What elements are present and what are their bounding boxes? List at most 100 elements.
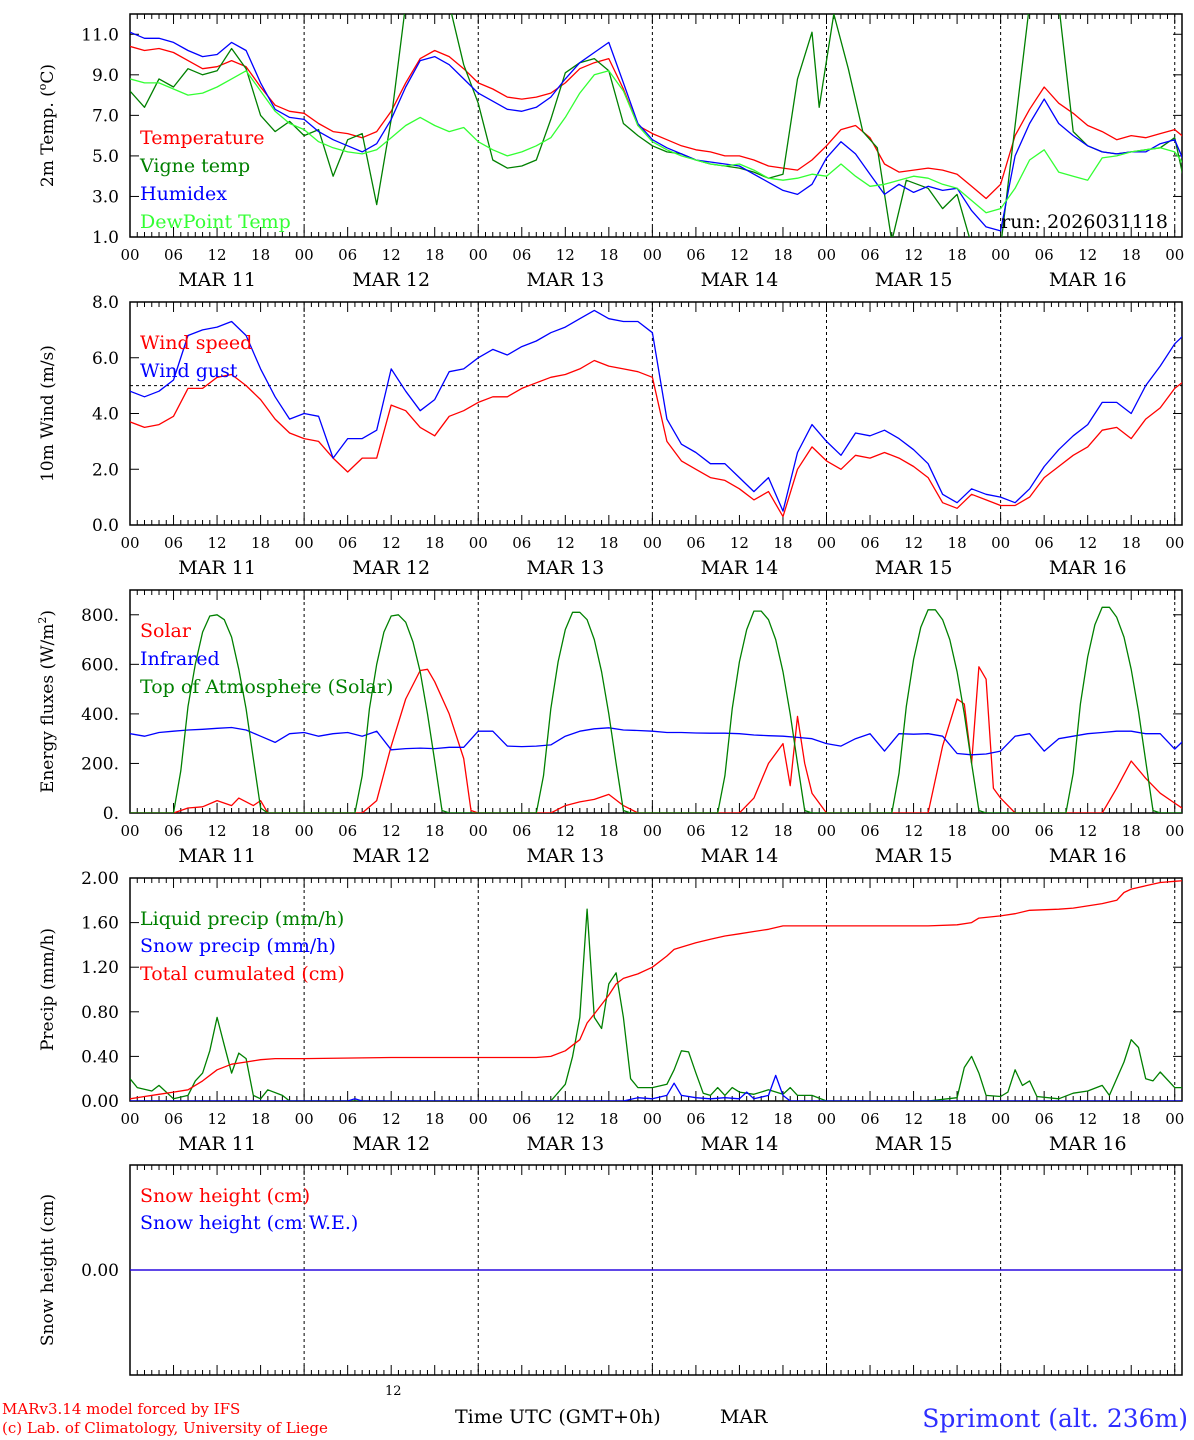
- hour-tick-label: 18: [773, 534, 792, 552]
- hour-tick-label: 00: [991, 1110, 1010, 1128]
- hour-tick-label: 18: [1122, 822, 1141, 840]
- hour-tick-label: 06: [338, 1110, 357, 1128]
- hour-tick-label: 18: [773, 1110, 792, 1128]
- hour-tick-label: 06: [1035, 246, 1054, 264]
- stray-hour-label: 12: [385, 1384, 402, 1399]
- hour-tick-label: 06: [860, 246, 879, 264]
- y-tick-label: 600.: [81, 655, 119, 675]
- y-tick-label: 8.0: [92, 293, 119, 313]
- hour-tick-label: 00: [1165, 822, 1184, 840]
- hour-tick-label: 00: [295, 1110, 314, 1128]
- panel-5: 0.00 Snow height (cm) Snow height (cm) Snow…: [38, 1164, 1183, 1376]
- day-label: MAR 14: [701, 269, 779, 291]
- y-tick-label: 0.: [103, 804, 119, 824]
- hour-tick-label: 00: [469, 822, 488, 840]
- series-humidex: [130, 31, 1182, 232]
- hour-tick-label: 12: [1078, 246, 1097, 264]
- hour-tick-label: 06: [164, 246, 183, 264]
- hour-tick-label: 12: [730, 822, 749, 840]
- copyright-credit: (c) Lab. of Climatology, University of L…: [2, 1419, 328, 1437]
- hour-tick-label: 00: [469, 246, 488, 264]
- y-tick-label: 0.40: [81, 1047, 119, 1067]
- day-label: MAR 11: [178, 1133, 256, 1155]
- hour-tick-label: 18: [251, 246, 270, 264]
- hour-tick-label: 00: [991, 534, 1010, 552]
- hour-tick-label: 00: [120, 1110, 139, 1128]
- hour-tick-label: 06: [860, 534, 879, 552]
- hour-tick-label: 12: [904, 246, 923, 264]
- hour-tick-label: 18: [425, 1110, 444, 1128]
- legend-entry: Humidex: [140, 183, 227, 205]
- plot-frame: [129, 589, 1183, 814]
- hour-tick-label: 00: [469, 1110, 488, 1128]
- series-temperature: [130, 45, 1182, 200]
- series-infrared: [130, 726, 1182, 756]
- hour-tick-label: 12: [382, 246, 401, 264]
- y-tick-label: 2.00: [81, 869, 119, 889]
- legend-entry: Snow height (cm): [140, 1185, 310, 1207]
- series-wind-speed: [130, 359, 1182, 518]
- plot-frame: [129, 13, 1183, 238]
- y-tick-label: 4.0: [92, 405, 119, 425]
- day-label: MAR 13: [526, 557, 604, 579]
- legend-entry: DewPoint Temp: [140, 211, 291, 233]
- run-annotation: run: 2026031118: [1001, 211, 1168, 233]
- y-axis-label: Precip (mm/h): [38, 928, 58, 1051]
- y-tick-label: 3.0: [92, 187, 119, 207]
- hour-tick-label: 06: [1035, 822, 1054, 840]
- legend-entry: Total cumulated (cm): [140, 963, 345, 985]
- hour-tick-label: 18: [773, 822, 792, 840]
- hour-tick-label: 18: [599, 822, 618, 840]
- day-label: MAR 12: [352, 557, 430, 579]
- day-label: MAR 15: [875, 557, 953, 579]
- y-tick-label: 0.80: [81, 1003, 119, 1023]
- legend-entry: Wind speed: [140, 332, 252, 354]
- day-label: MAR 15: [875, 845, 953, 867]
- legend-entry: Vigne temp: [139, 155, 250, 177]
- day-label: MAR 14: [701, 1133, 779, 1155]
- hour-tick-label: 18: [773, 246, 792, 264]
- hour-tick-label: 06: [512, 534, 531, 552]
- hour-tick-label: 12: [904, 534, 923, 552]
- hour-tick-label: 18: [948, 246, 967, 264]
- hour-tick-label: 00: [817, 534, 836, 552]
- series-group: [130, 309, 1182, 518]
- y-tick-label: 6.0: [92, 349, 119, 369]
- legend-entry: Temperature: [140, 127, 264, 149]
- day-label: MAR 13: [526, 269, 604, 291]
- hour-tick-label: 06: [338, 822, 357, 840]
- hour-tick-label: 12: [208, 822, 227, 840]
- day-label: MAR 12: [352, 269, 430, 291]
- series-group: [130, 606, 1182, 813]
- y-tick-label: 9.0: [92, 66, 119, 86]
- hour-tick-label: 06: [1035, 1110, 1054, 1128]
- series-total-cumulated-cm: [130, 880, 1182, 1100]
- hour-tick-label: 12: [904, 822, 923, 840]
- hour-tick-label: 12: [556, 822, 575, 840]
- day-label: MAR 11: [178, 269, 256, 291]
- legend-entry: Infrared: [140, 648, 220, 670]
- series-snow-precip-mm-h: [130, 1074, 1182, 1101]
- hour-tick-label: 12: [382, 822, 401, 840]
- series-liquid-precip-mm-h: [130, 908, 1182, 1101]
- y-tick-label: 1.60: [81, 914, 119, 934]
- hour-tick-label: 00: [120, 822, 139, 840]
- hour-tick-label: 12: [556, 534, 575, 552]
- hour-tick-label: 18: [1122, 534, 1141, 552]
- day-label: MAR 16: [1049, 1133, 1127, 1155]
- hour-tick-label: 06: [686, 1110, 705, 1128]
- panel-3: 0. 200. 400. 600. 800. 00 06 12 18 00 06 12 18 00 06 12…: [36, 589, 1184, 867]
- hour-tick-label: 12: [1078, 822, 1097, 840]
- hour-tick-label: 18: [948, 534, 967, 552]
- hour-tick-label: 06: [512, 1110, 531, 1128]
- y-axis-label: 2m Temp. (oC): [36, 64, 58, 187]
- hour-tick-label: 18: [599, 246, 618, 264]
- hour-tick-label: 18: [251, 534, 270, 552]
- hour-tick-label: 18: [1122, 246, 1141, 264]
- y-axis-label: 10m Wind (m/s): [38, 345, 58, 482]
- hour-tick-label: 18: [425, 822, 444, 840]
- legend-entry: Wind gust: [140, 360, 238, 382]
- y-tick-label: 11.0: [81, 25, 119, 45]
- day-label: MAR 16: [1049, 269, 1127, 291]
